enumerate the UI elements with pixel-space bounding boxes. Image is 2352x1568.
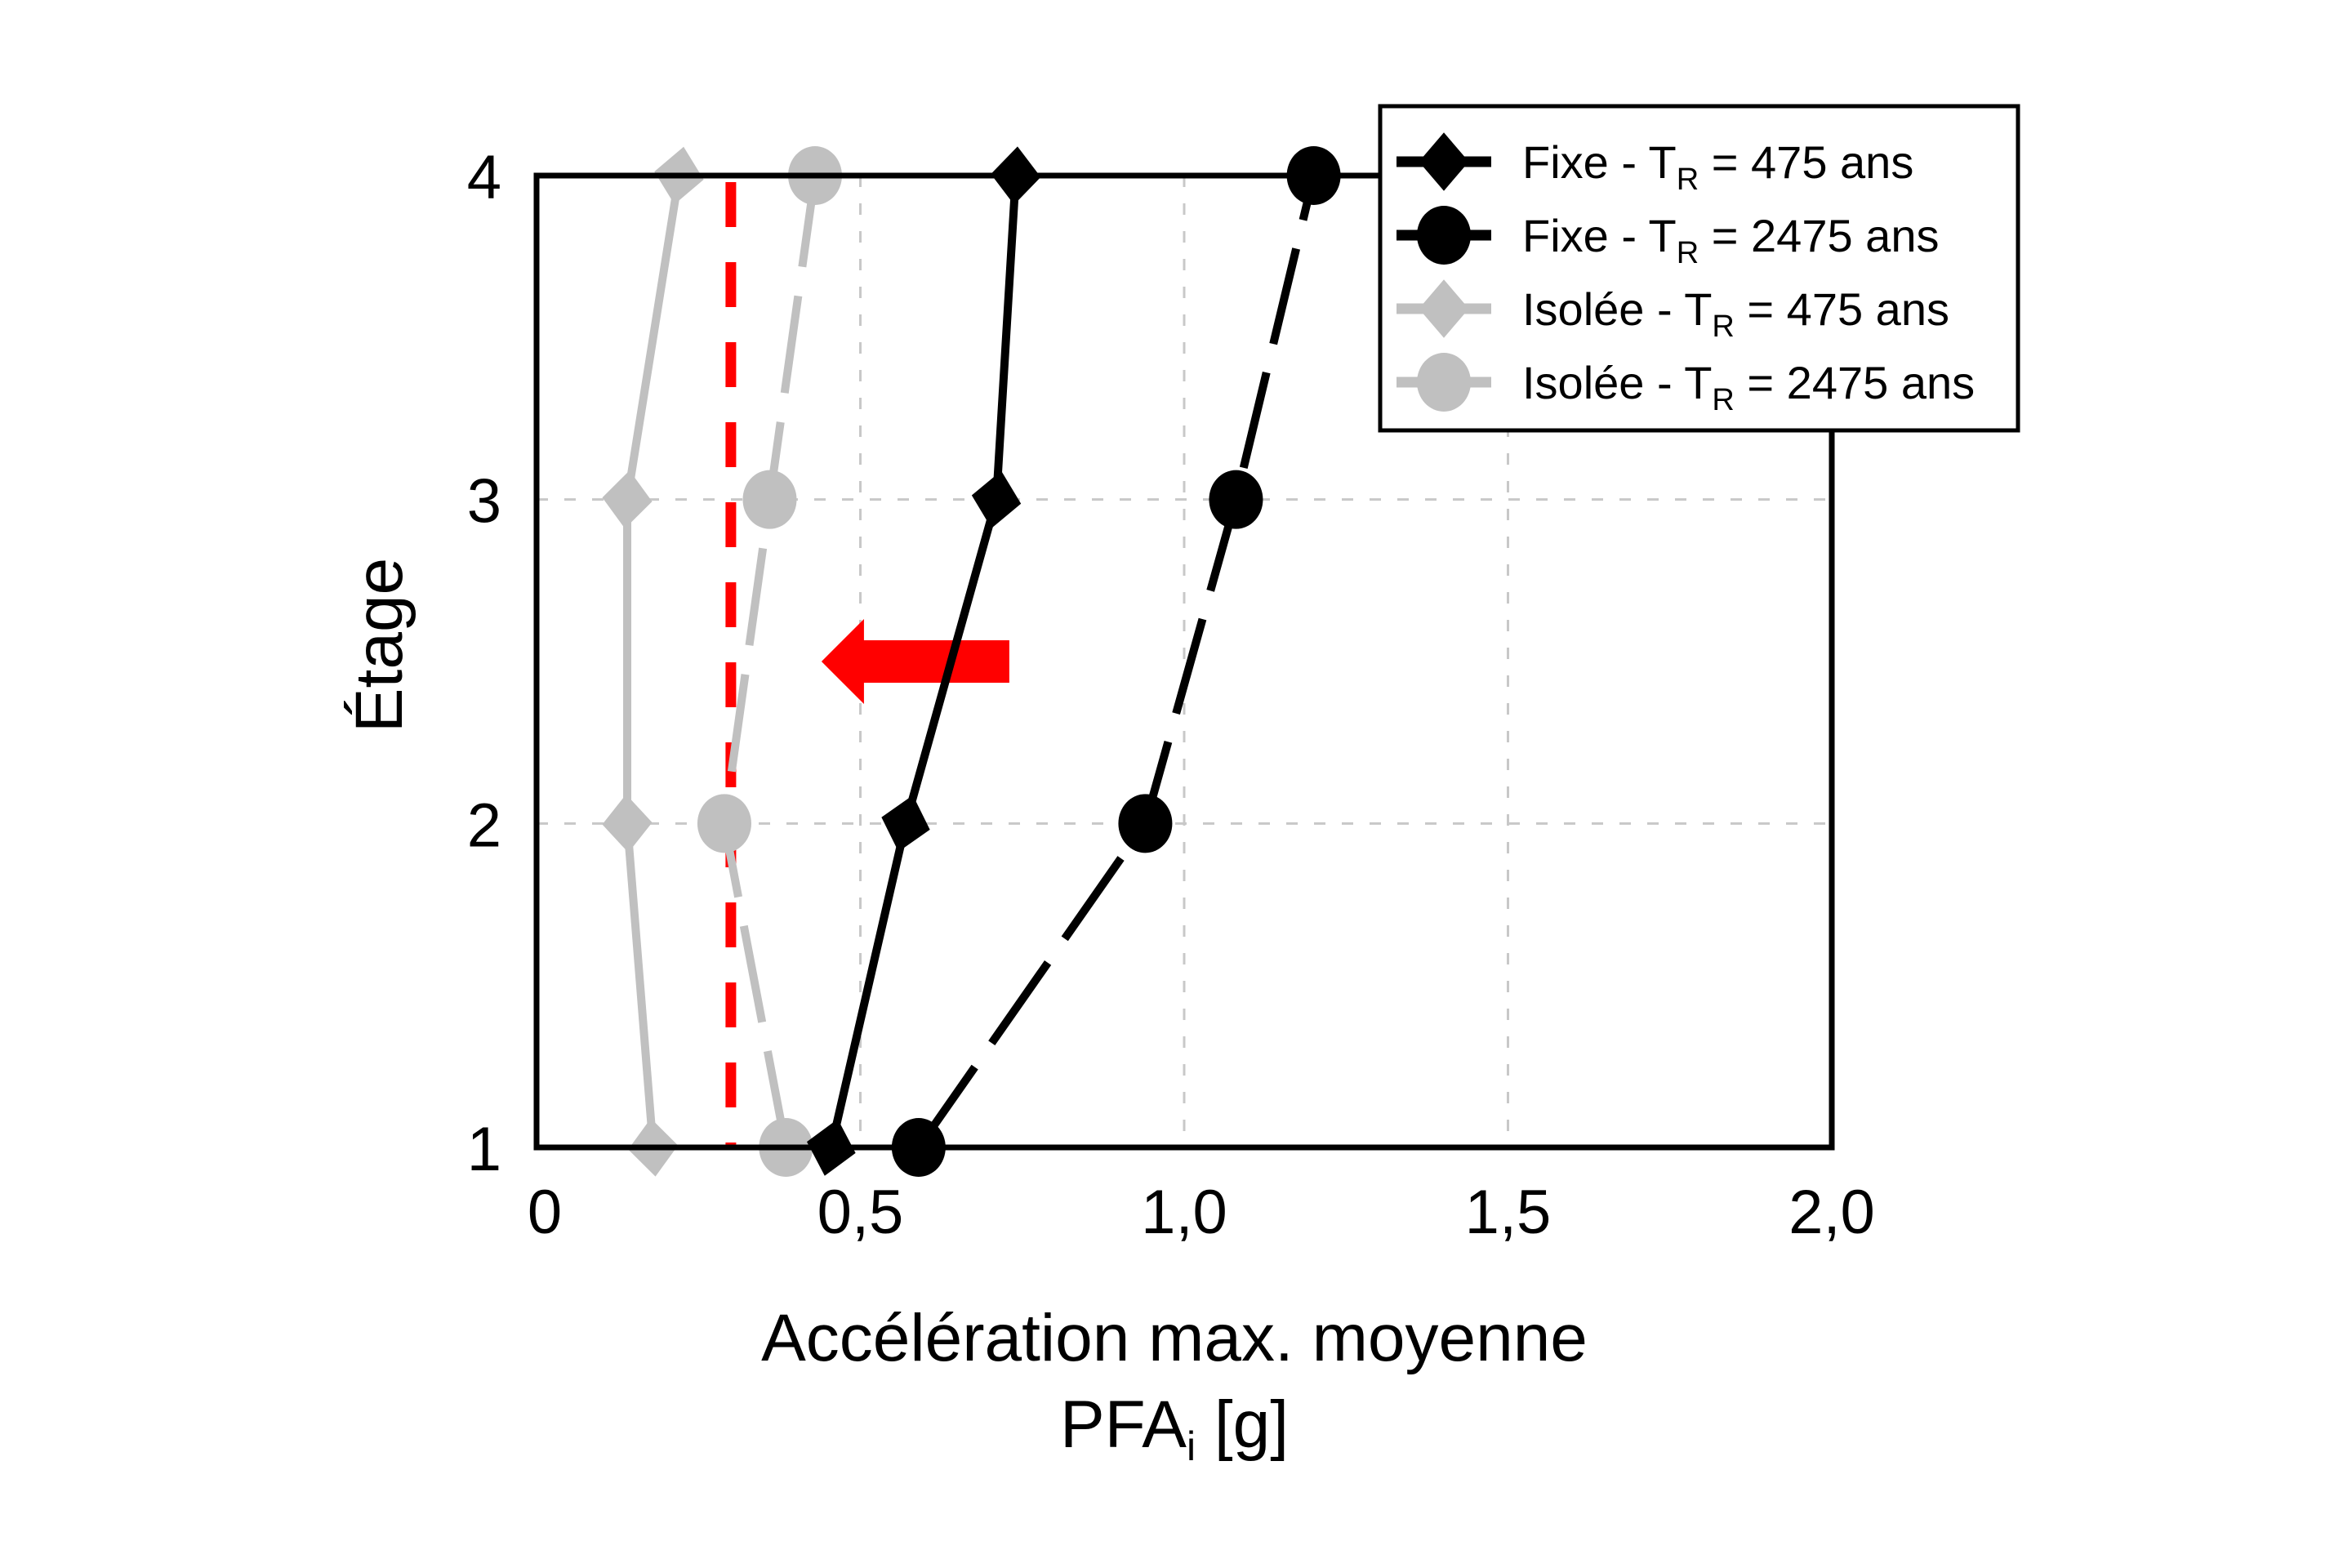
diamond-marker [602,470,653,529]
red-arrow-annotation [821,619,1009,704]
legend-item: Isolée - TR = 2475 ans [1396,353,1975,417]
y-tick-label: 3 [467,467,501,537]
circle-marker [1417,206,1471,265]
series-line [826,175,1020,1149]
x-tick-label: 2,0 [1788,1178,1875,1247]
x-axis-title-unit: [g] [1196,1388,1289,1462]
x-tick-label: 0 [528,1178,562,1247]
legend: Fixe - TR = 475 ans Fixe - TR = 2475 ans I… [1378,104,2020,433]
diamond-marker [602,794,653,853]
legend-label: Fixe - TR = 475 ans [1522,136,1913,197]
y-tick-label: 4 [467,143,501,212]
legend-label: Isolée - TR = 2475 ans [1522,357,1975,417]
series-line [915,174,1318,1150]
circle-marker [742,470,797,529]
circle-marker [697,794,751,853]
x-axis-tick-labels: 0 0,5 1,0 1,5 2,0 [528,1178,1875,1247]
circle-marker [1118,794,1173,853]
data-series [602,146,1341,1177]
diamond-marker [971,470,1022,528]
x-tick-label: 1,5 [1465,1178,1552,1247]
legend-item: Fixe - TR = 475 ans [1396,132,1913,197]
series-isol-e-t-r-475-ans [602,146,704,1177]
circle-marker [1417,353,1471,412]
circle-marker [1209,470,1263,529]
x-axis-title-pfa: PFA [1060,1388,1187,1462]
x-axis-title-line1: Accélération max. moyenne [761,1301,1588,1375]
x-axis-title-sub: i [1187,1423,1196,1469]
y-tick-label: 1 [467,1115,501,1184]
left-arrow-icon [821,619,1009,704]
grid-lines [537,176,1832,1147]
y-tick-label: 2 [467,791,501,860]
x-tick-label: 1,0 [1141,1178,1227,1247]
plot-area-frame [533,172,1835,1151]
legend-item: Fixe - TR = 2475 ans [1396,206,1939,270]
x-axis-title-line2: PFAi [g] [1060,1388,1289,1469]
y-axis-title: Étage [342,558,416,733]
legend-item: Isolée - TR = 475 ans [1396,279,1949,344]
series-line [623,175,684,1148]
series-line [719,175,819,1148]
diamond-marker [1419,132,1469,191]
series-isol-e-t-r-2475-ans [697,146,842,1177]
legend-label: Isolée - TR = 475 ans [1522,283,1949,344]
legend-label: Fixe - TR = 2475 ans [1522,210,1939,270]
x-tick-label: 0,5 [817,1178,904,1247]
y-axis-tick-labels: 1 2 3 4 [467,143,501,1184]
diamond-marker [1419,279,1469,338]
diamond-marker [881,795,930,852]
